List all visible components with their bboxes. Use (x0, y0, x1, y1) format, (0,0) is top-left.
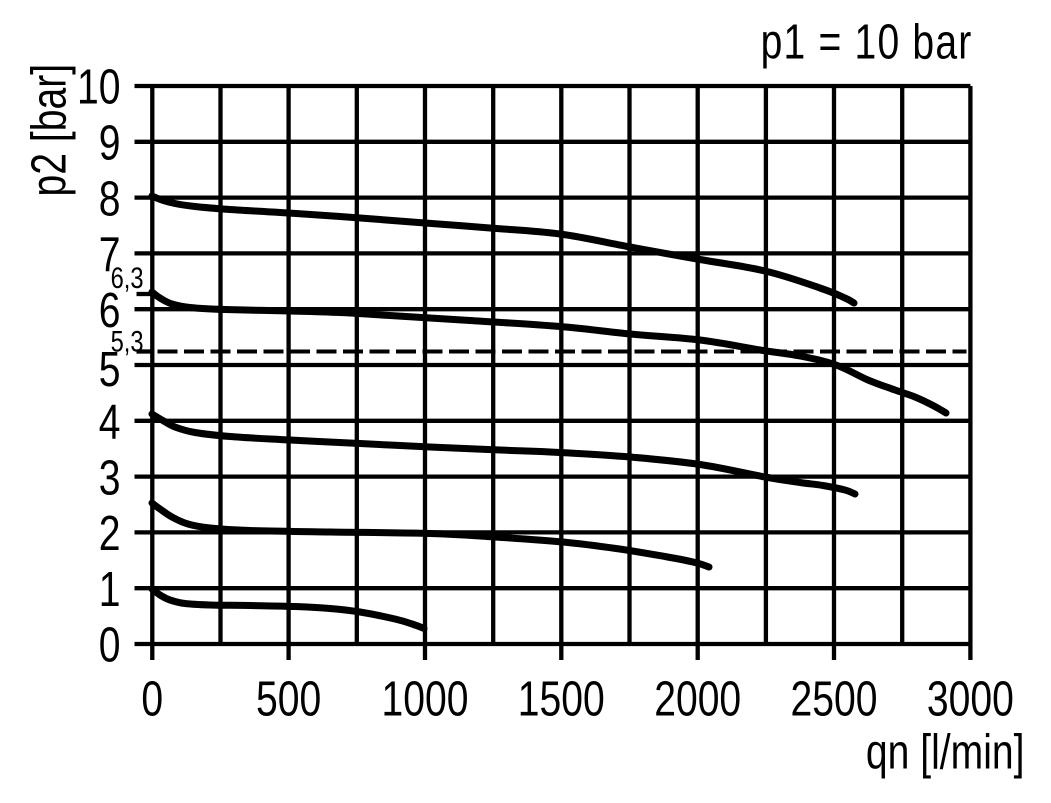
svg-text:1: 1 (99, 563, 121, 617)
svg-text:4: 4 (99, 395, 121, 449)
svg-text:3000: 3000 (927, 672, 1014, 726)
svg-text:p1 = 10 bar: p1 = 10 bar (761, 15, 973, 69)
svg-text:p2 [bar]: p2 [bar] (22, 64, 76, 197)
svg-text:5,3: 5,3 (111, 325, 144, 358)
svg-text:8: 8 (99, 172, 121, 226)
svg-text:2500: 2500 (791, 672, 878, 726)
svg-text:2: 2 (99, 507, 121, 561)
svg-text:500: 500 (256, 672, 321, 726)
svg-text:1000: 1000 (382, 672, 469, 726)
svg-text:0: 0 (99, 618, 121, 672)
svg-text:qn [l/min]: qn [l/min] (866, 725, 1025, 779)
svg-text:10: 10 (77, 60, 120, 114)
svg-text:6,3: 6,3 (111, 261, 144, 294)
svg-text:9: 9 (99, 116, 121, 170)
svg-text:0: 0 (141, 672, 163, 726)
svg-text:2000: 2000 (654, 672, 741, 726)
svg-text:3: 3 (99, 451, 121, 505)
svg-text:6: 6 (99, 284, 121, 338)
svg-text:1500: 1500 (518, 672, 605, 726)
svg-text:5: 5 (99, 343, 121, 397)
svg-text:7: 7 (99, 228, 121, 282)
